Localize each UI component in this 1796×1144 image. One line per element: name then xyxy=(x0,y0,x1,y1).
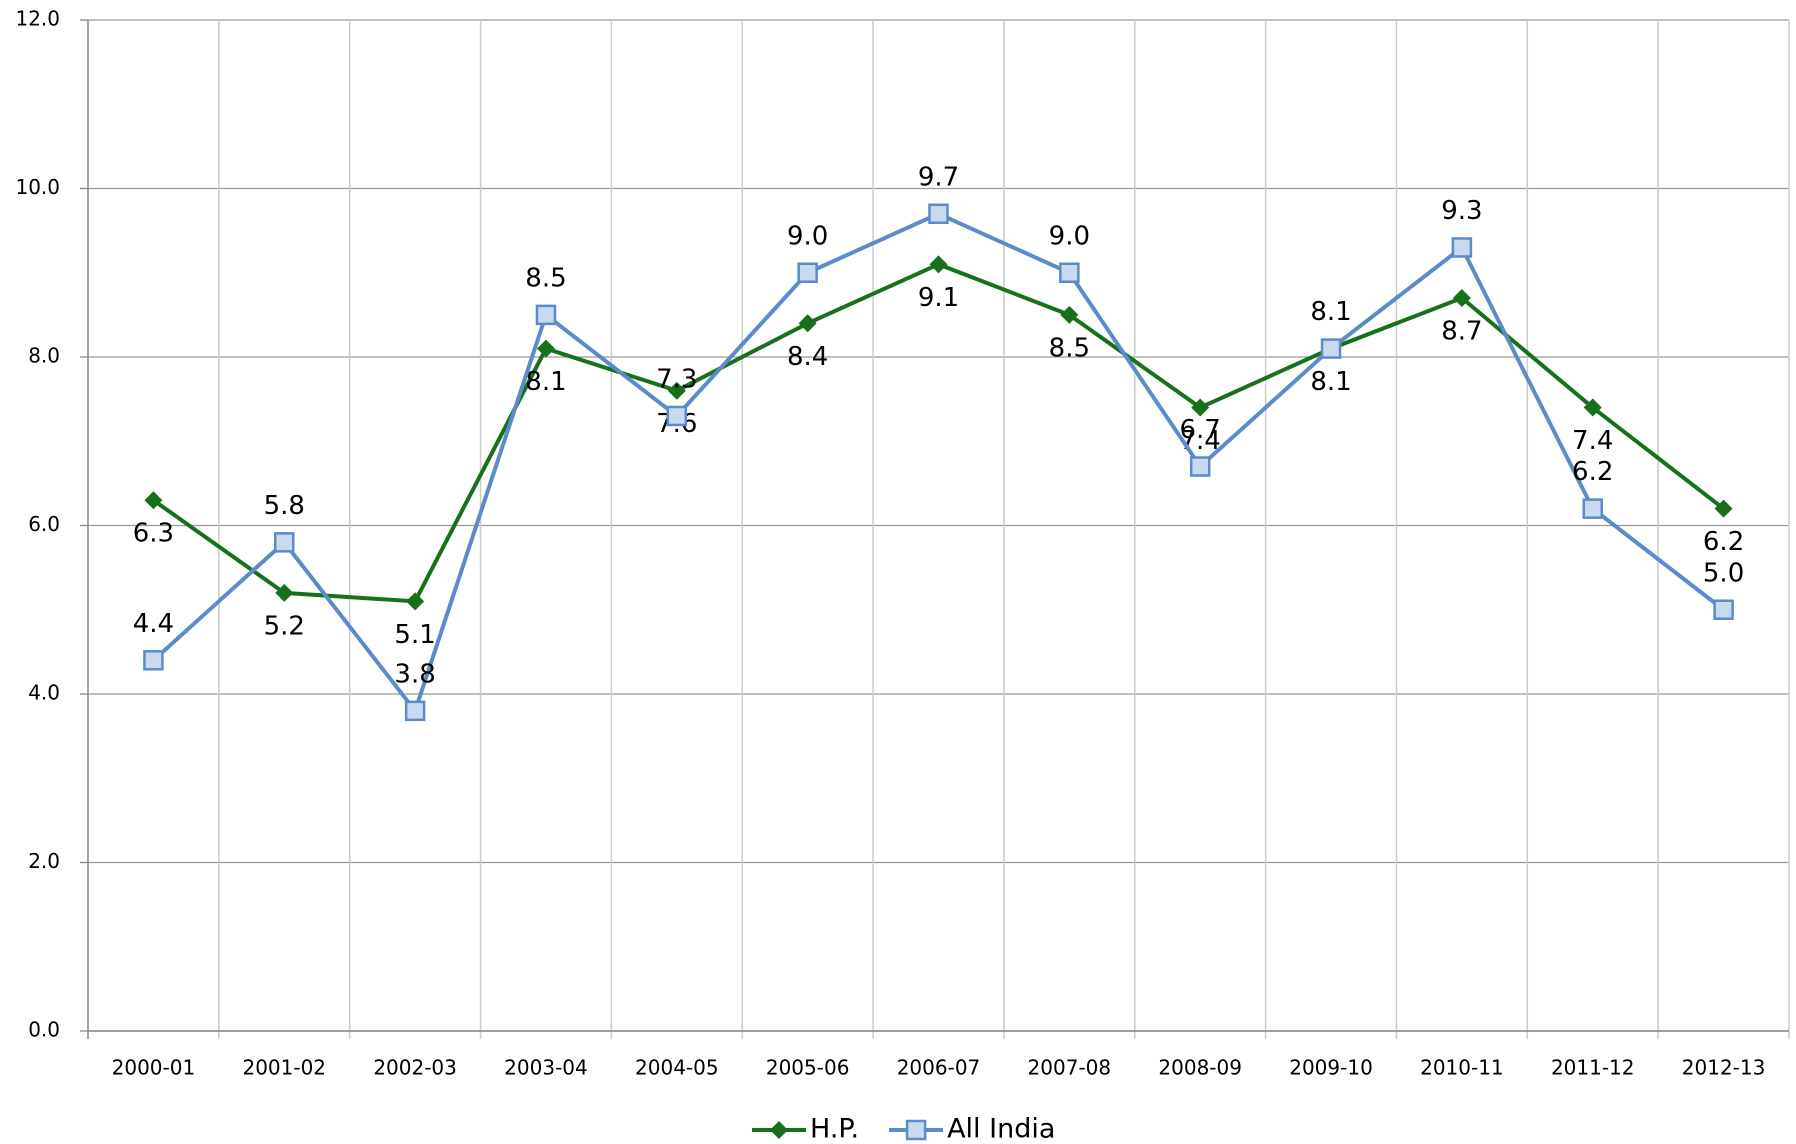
x-tick-label: 2009-10 xyxy=(1289,1056,1373,1080)
legend-marker xyxy=(770,1121,788,1139)
data-label: 9.0 xyxy=(787,221,828,251)
data-label: 4.4 xyxy=(133,609,174,639)
data-label: 6.2 xyxy=(1572,457,1613,487)
data-point xyxy=(797,262,818,283)
data-point xyxy=(406,592,425,611)
data-point xyxy=(929,255,948,274)
data-point xyxy=(275,583,294,602)
legend-marker xyxy=(905,1119,927,1141)
legend-item: H.P. xyxy=(752,1114,859,1144)
data-label: 8.1 xyxy=(1310,297,1351,327)
x-tick-label: 2001-02 xyxy=(242,1056,326,1080)
data-label: 8.4 xyxy=(787,342,828,372)
data-label: 8.5 xyxy=(1049,333,1090,363)
data-label: 6.7 xyxy=(1180,415,1221,445)
data-point xyxy=(144,491,163,510)
legend-label: H.P. xyxy=(810,1114,859,1144)
data-point xyxy=(535,304,557,326)
y-tick-label: 2.0 xyxy=(28,849,60,873)
y-tick-label: 6.0 xyxy=(28,512,60,536)
legend-item: All India xyxy=(889,1114,1055,1144)
y-tick-label: 8.0 xyxy=(28,344,60,368)
x-tick-label: 2003-04 xyxy=(504,1056,588,1080)
x-tick-label: 2004-05 xyxy=(635,1056,719,1080)
data-label: 7.3 xyxy=(656,364,697,394)
data-label: 3.8 xyxy=(394,659,435,689)
x-tick-label: 2010-11 xyxy=(1420,1056,1504,1080)
data-label: 9.3 xyxy=(1441,196,1482,226)
data-label: 9.1 xyxy=(918,283,959,313)
data-point xyxy=(1191,398,1210,417)
data-label: 8.7 xyxy=(1441,317,1482,347)
data-label: 7.4 xyxy=(1572,426,1613,456)
data-point xyxy=(1713,599,1734,620)
data-point xyxy=(404,700,426,722)
x-tick-label: 2000-01 xyxy=(112,1056,196,1080)
data-label: 5.8 xyxy=(264,491,305,521)
data-label: 9.0 xyxy=(1049,221,1090,251)
y-tick-label: 4.0 xyxy=(28,681,60,705)
y-tick-label: 0.0 xyxy=(28,1018,60,1042)
x-tick-label: 2006-07 xyxy=(897,1056,981,1080)
data-point xyxy=(1060,305,1079,324)
data-label: 7.4 xyxy=(1180,426,1221,456)
data-point xyxy=(536,339,555,358)
data-label: 5.2 xyxy=(264,611,305,641)
data-label: 9.7 xyxy=(918,162,959,192)
data-point xyxy=(274,532,295,553)
y-tick-label: 10.0 xyxy=(15,175,60,199)
y-tick-label: 12.0 xyxy=(15,7,60,31)
data-label: 8.5 xyxy=(525,263,566,293)
data-label: 6.3 xyxy=(133,519,174,549)
data-point xyxy=(143,650,164,671)
data-label: 8.1 xyxy=(1310,367,1351,397)
data-point xyxy=(1583,398,1602,417)
series-line xyxy=(152,262,1725,604)
data-point xyxy=(798,314,817,333)
data-point xyxy=(928,203,949,225)
data-point xyxy=(1189,456,1211,477)
data-point xyxy=(1582,498,1603,519)
data-label: 8.1 xyxy=(525,367,566,397)
x-tick-label: 2007-08 xyxy=(1028,1056,1112,1080)
data-point xyxy=(667,381,686,400)
x-tick-label: 2012-13 xyxy=(1682,1056,1766,1080)
x-tick-label: 2008-09 xyxy=(1158,1056,1242,1080)
data-point xyxy=(666,405,688,427)
data-point xyxy=(1451,237,1473,258)
data-label: 6.2 xyxy=(1703,527,1744,557)
x-tick-label: 2002-03 xyxy=(373,1056,457,1080)
x-tick-label: 2011-12 xyxy=(1551,1056,1635,1080)
legend-label: All India xyxy=(947,1114,1055,1144)
data-label: 5.1 xyxy=(394,620,435,650)
data-point xyxy=(1320,338,1342,359)
x-tick-label: 2005-06 xyxy=(766,1056,850,1080)
data-point xyxy=(1452,289,1471,308)
data-label: 5.0 xyxy=(1703,558,1744,588)
data-point xyxy=(1714,499,1733,518)
data-point xyxy=(1059,262,1080,283)
